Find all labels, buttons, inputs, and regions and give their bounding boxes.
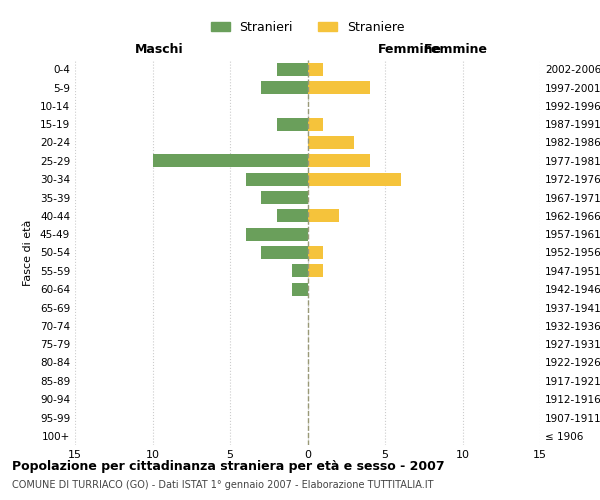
Text: Femmine: Femmine — [378, 43, 442, 56]
Bar — [261, 191, 308, 204]
Bar — [277, 210, 308, 222]
Bar — [308, 81, 370, 94]
Bar — [277, 63, 308, 76]
Bar — [308, 246, 323, 259]
Bar — [308, 118, 323, 130]
Text: Popolazione per cittadinanza straniera per età e sesso - 2007: Popolazione per cittadinanza straniera p… — [12, 460, 445, 473]
Bar — [261, 246, 308, 259]
Bar — [152, 154, 308, 167]
Y-axis label: Anni di nascita: Anni di nascita — [599, 211, 600, 294]
Bar — [308, 173, 401, 186]
Bar — [308, 264, 323, 277]
Bar — [292, 264, 308, 277]
Text: Maschi: Maschi — [134, 43, 183, 56]
Bar — [261, 81, 308, 94]
Text: Femmine: Femmine — [424, 43, 488, 56]
Bar — [308, 136, 354, 149]
Bar — [277, 118, 308, 130]
Text: COMUNE DI TURRIACO (GO) - Dati ISTAT 1° gennaio 2007 - Elaborazione TUTTITALIA.I: COMUNE DI TURRIACO (GO) - Dati ISTAT 1° … — [12, 480, 433, 490]
Bar — [308, 154, 370, 167]
Bar — [308, 210, 338, 222]
Bar — [308, 63, 323, 76]
Legend: Stranieri, Straniere: Stranieri, Straniere — [206, 16, 409, 39]
Bar — [245, 228, 308, 240]
Bar — [292, 283, 308, 296]
Y-axis label: Fasce di età: Fasce di età — [23, 220, 33, 286]
Bar — [245, 173, 308, 186]
